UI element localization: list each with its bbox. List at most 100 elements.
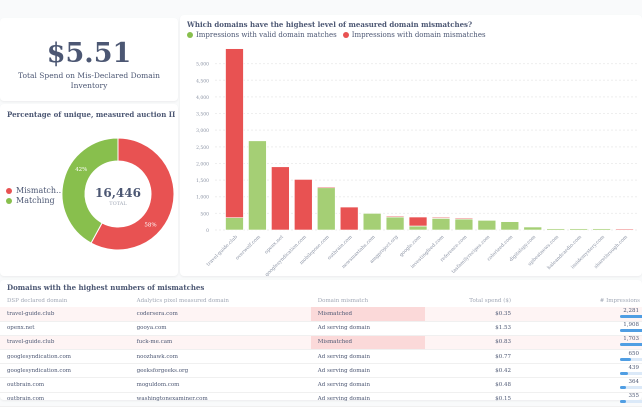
- impressions-cell: 364: [516, 377, 642, 393]
- bar-valid[interactable]: [317, 187, 336, 231]
- bar-mismatch[interactable]: [225, 48, 244, 218]
- y-tick-label: 4,500: [196, 78, 209, 84]
- bar-valid[interactable]: [362, 213, 382, 231]
- mismatch-type: Ad serving domain: [310, 363, 425, 379]
- bar-mismatch[interactable]: [454, 217, 474, 220]
- bar-mismatch[interactable]: [615, 228, 634, 231]
- legend-mismatch[interactable]: Mismatch...: [6, 186, 64, 195]
- legend-matching[interactable]: Matching: [6, 196, 55, 205]
- bar-chart-card: Which domains have the highest level of …: [180, 15, 642, 276]
- col-mismatch[interactable]: Domain mismatch: [317, 297, 369, 304]
- bar-valid[interactable]: [546, 228, 565, 231]
- dsp-domain: openx.net: [0, 321, 130, 336]
- kpi-label: Total Spend on Mis-Declared Domain Inven…: [18, 71, 160, 90]
- mismatch-table-card: Domains with the highest numbers of mism…: [0, 280, 642, 407]
- col-impressions[interactable]: # Impressions: [599, 297, 640, 304]
- impressions-bar: [619, 357, 642, 361]
- col-measured[interactable]: Adalytics pixel measured domain: [136, 297, 229, 304]
- legend-label: Mismatch...: [16, 186, 64, 195]
- y-tick-label: 0: [206, 228, 209, 234]
- bar-valid[interactable]: [454, 218, 474, 231]
- col-dsp[interactable]: DSP declared domain: [7, 297, 68, 304]
- bar-mismatch[interactable]: [339, 206, 359, 231]
- y-tick-label: 3,500: [196, 112, 209, 118]
- col-spend[interactable]: Total spend ($): [469, 297, 511, 304]
- table-row[interactable]: outbrain.com moguldom.com Ad serving dom…: [0, 377, 642, 393]
- bar-valid[interactable]: [477, 220, 497, 231]
- kpi-card: $5.51 Total Spend on Mis-Declared Domain…: [0, 18, 178, 101]
- legend-dot: [342, 32, 349, 38]
- x-tick-label: travel-guide.club: [205, 234, 238, 267]
- kpi-value: $5.51: [46, 38, 132, 69]
- legend-label: Matching: [16, 196, 55, 205]
- y-tick-label: 3,000: [196, 128, 209, 134]
- impressions-value: 439: [628, 364, 639, 371]
- impressions-bar: [619, 329, 642, 333]
- bar-chart: 0 500 1,000 1,500 2,000 2,500 3,000 3,500 4,000 4…: [196, 48, 638, 276]
- bar-mismatch[interactable]: [408, 216, 428, 227]
- bar-legend: Impressions with valid domain matches Im…: [187, 31, 486, 39]
- legend-dot: [6, 197, 12, 204]
- legend-valid[interactable]: Impressions with valid domain matches: [187, 31, 337, 39]
- bar-valid[interactable]: [385, 216, 405, 231]
- y-tick-label: 1,000: [196, 195, 209, 201]
- table-row[interactable]: googlesyndication.com noozhawk.com Ad se…: [0, 349, 642, 365]
- slice-label: 58%: [144, 222, 156, 228]
- impressions-value: 1,703: [623, 336, 639, 343]
- table-title: Domains with the highest numbers of mism…: [7, 283, 205, 292]
- dsp-domain: outbrain.com: [0, 377, 130, 393]
- measured-domain: gooya.com: [129, 321, 311, 336]
- bar-mismatch[interactable]: [317, 186, 336, 189]
- total-spend: $0.48: [424, 377, 517, 393]
- bar-valid[interactable]: [500, 221, 520, 231]
- impressions-cell: 1,703: [516, 335, 642, 351]
- measured-domain: noozhawk.com: [129, 349, 311, 365]
- table-row[interactable]: outbrain.com washingtonexaminer.com Ad s…: [0, 392, 642, 407]
- legend-label: Impressions with valid domain matches: [196, 31, 337, 39]
- mismatch-type: Ad serving domain: [310, 377, 425, 393]
- mismatch-table: DSP declared domain Adalytics pixel meas…: [0, 294, 642, 407]
- legend-mismatch[interactable]: Impressions with domain mismatches: [342, 31, 486, 39]
- bar-mismatch[interactable]: [271, 166, 290, 231]
- mismatch-type: Mismatched: [310, 335, 425, 351]
- bar-valid[interactable]: [225, 217, 244, 231]
- slice-label: 42%: [75, 167, 87, 173]
- y-tick-label: 5,000: [196, 62, 209, 68]
- total-spend: $0.77: [424, 349, 517, 365]
- y-tick-label: 4,000: [196, 95, 209, 101]
- impressions-value: 650: [628, 350, 639, 357]
- mismatch-type: Ad serving domain: [310, 321, 425, 336]
- donut-title[interactable]: Percentage of unique, measured auction I…: [7, 110, 175, 119]
- impressions-value: 355: [628, 393, 639, 400]
- table-row[interactable]: travel-guide.club codersera.com Mismatch…: [0, 307, 642, 322]
- bar-valid[interactable]: [408, 225, 428, 231]
- bar-valid[interactable]: [523, 226, 542, 231]
- table-row[interactable]: travel-guide.club fuck-me.cam Mismatched…: [0, 335, 642, 351]
- measured-domain: geeksforgeeks.org: [129, 363, 311, 379]
- impressions-bar: [619, 400, 642, 404]
- bar-mismatch[interactable]: [294, 179, 313, 231]
- bar-mismatch[interactable]: [385, 215, 405, 218]
- bar-valid[interactable]: [592, 228, 611, 231]
- bar-mismatch[interactable]: [431, 217, 451, 219]
- dsp-domain: travel-guide.club: [0, 335, 130, 351]
- impressions-bar: [619, 343, 642, 347]
- x-tick-label: googlesyndication.com: [264, 234, 308, 276]
- measured-domain: moguldom.com: [129, 377, 311, 393]
- donut-slice[interactable]: [90, 137, 175, 251]
- donut-total-label: TOTAL: [109, 201, 127, 207]
- mismatch-type: Mismatched: [310, 307, 425, 322]
- x-tick-label: overwolf.com: [235, 234, 263, 262]
- y-tick-label: 1,500: [196, 178, 209, 184]
- table-row[interactable]: googlesyndication.com geeksforgeeks.org …: [0, 363, 642, 379]
- legend-dot: [6, 187, 12, 194]
- bar-valid[interactable]: [431, 218, 451, 231]
- total-spend: $0.83: [424, 335, 517, 351]
- bar-valid[interactable]: [248, 140, 267, 231]
- donut-total: 16,446: [95, 186, 141, 200]
- donut-slice[interactable]: [61, 137, 119, 244]
- table-row[interactable]: openx.net gooya.com Ad serving domain $1…: [0, 321, 642, 336]
- impressions-value: 364: [628, 379, 639, 386]
- bar-valid[interactable]: [569, 228, 588, 231]
